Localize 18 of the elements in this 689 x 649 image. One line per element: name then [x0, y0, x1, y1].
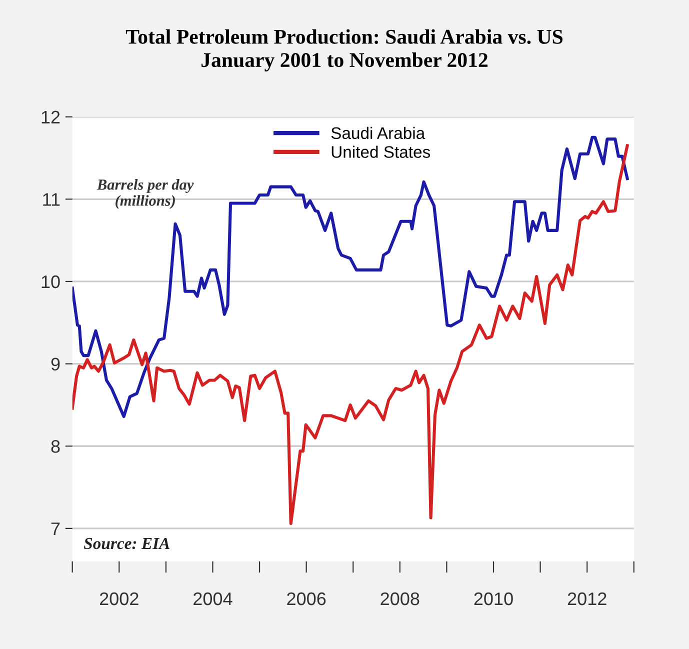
x-tick-label: 2012	[568, 592, 606, 606]
y-tick-label: 10	[42, 275, 60, 288]
line-series	[72, 144, 629, 526]
chart-title: Total Petroleum Production: Saudi Arabia vs. US January 2001 to November 2012	[126, 29, 563, 72]
y-axis-title: Barrels per day (millions)	[96, 179, 194, 209]
y-tick-label: 12	[42, 110, 60, 124]
y-tick-label: 7	[51, 522, 60, 535]
y-tick-label: 8	[51, 440, 60, 453]
legend-label: Saudi Arabia	[331, 126, 426, 140]
annotation: Source: EIA	[84, 538, 170, 550]
y-tick-label: 11	[43, 193, 60, 206]
x-tick-label: 2008	[380, 592, 420, 606]
x-tick-label: 2004	[194, 592, 232, 606]
x-tick-label: 2002	[100, 592, 138, 606]
y-tick-label: 9	[51, 358, 60, 371]
x-tick-label: 2006	[287, 592, 326, 606]
legend-label: United States	[332, 146, 430, 158]
x-tick-label: 2010	[474, 592, 513, 606]
